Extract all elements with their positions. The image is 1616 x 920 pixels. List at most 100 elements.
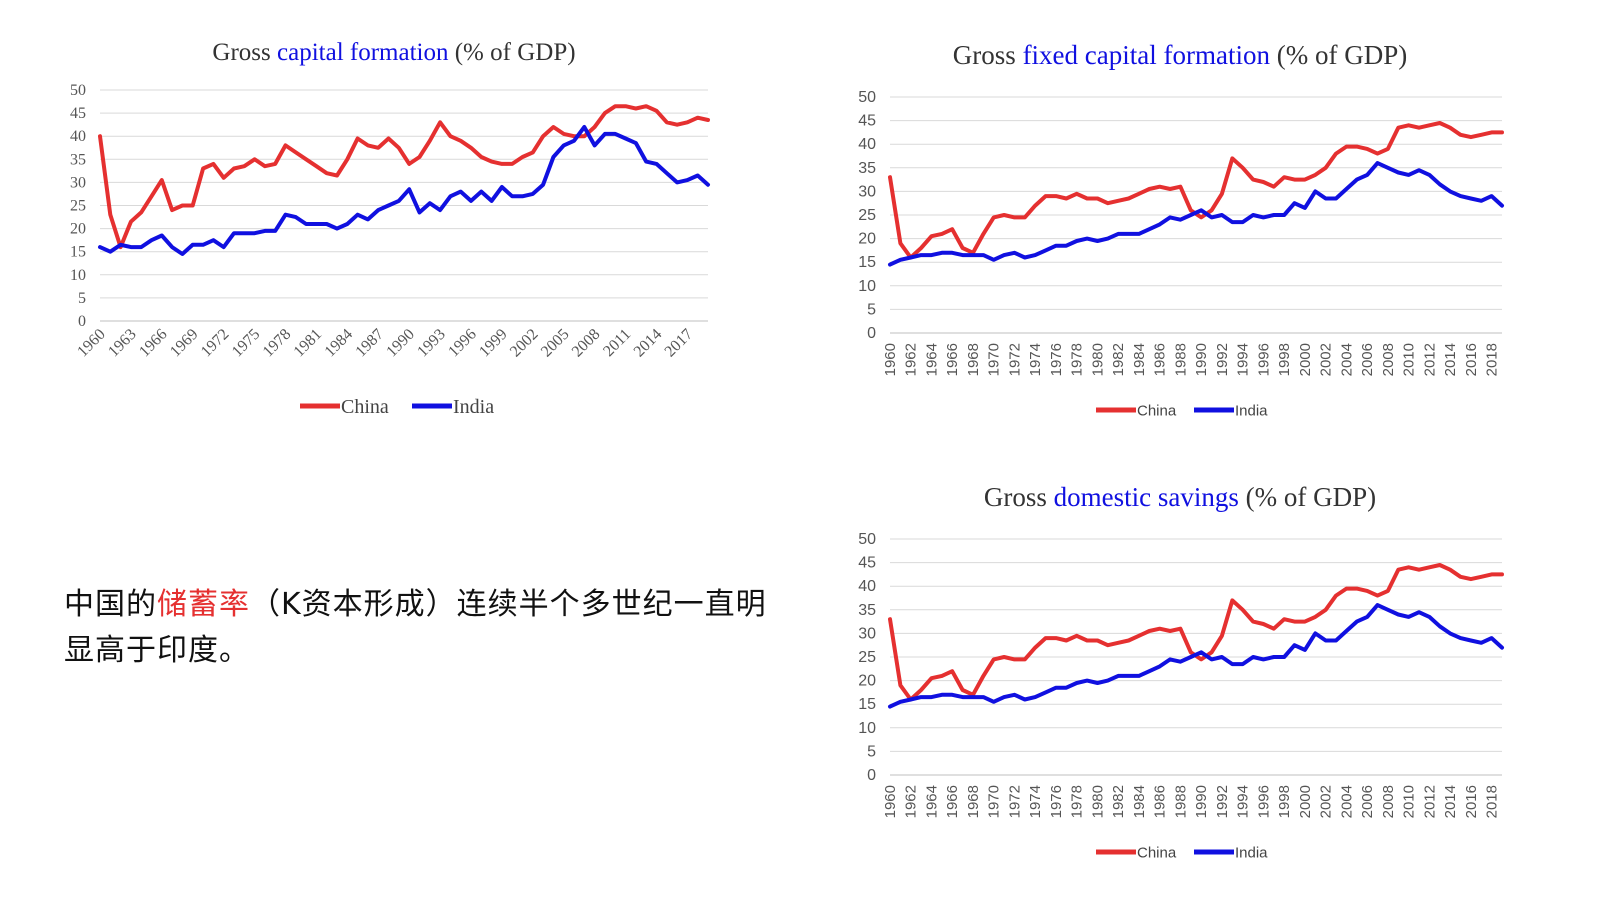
x-tick-label: 1975: [229, 326, 264, 361]
x-tick-label: 1982: [1110, 785, 1127, 818]
chart-title: Gross domestic savings (% of GDP): [984, 482, 1376, 512]
y-tick-label: 35: [858, 160, 876, 177]
y-tick-label: 50: [858, 531, 876, 548]
series-line-india: [888, 161, 1504, 267]
series-line-china: [888, 121, 1504, 260]
y-tick-label: 0: [78, 313, 86, 330]
x-tick-label: 1960: [882, 785, 899, 818]
x-tick-label: 2008: [569, 326, 604, 361]
x-tick-label: 1992: [1214, 785, 1231, 818]
chart-title-suffix: (% of GDP): [1270, 40, 1407, 70]
caption-highlight: 储蓄率: [157, 587, 250, 622]
chart-title: Gross capital formation (% of GDP): [212, 39, 575, 66]
x-tick-label: 2006: [1359, 785, 1376, 818]
y-tick-label: 10: [70, 267, 86, 284]
y-tick-label: 45: [858, 555, 876, 572]
x-tick-label: 1962: [903, 343, 920, 376]
x-tick-label: 2000: [1297, 343, 1314, 376]
x-tick-label: 2004: [1338, 343, 1355, 376]
y-tick-label: 30: [70, 174, 86, 191]
x-tick-label: 1990: [383, 326, 418, 361]
x-tick-label: 1966: [944, 343, 961, 376]
x-tick-label: 1988: [1172, 785, 1189, 818]
x-tick-label: 2004: [1338, 785, 1355, 818]
x-tick-label: 1969: [167, 326, 202, 361]
legend-label-india: India: [1235, 844, 1268, 861]
series-line-china: [98, 104, 710, 250]
x-tick-label: 1999: [476, 326, 511, 361]
x-tick-label: 1968: [965, 785, 982, 818]
legend-label-china: China: [1137, 402, 1177, 419]
y-tick-label: 40: [858, 136, 876, 153]
x-tick-label: 2002: [1318, 785, 1335, 818]
x-tick-label: 1994: [1235, 343, 1252, 376]
caption-text: 中国的储蓄率（K资本形成）连续半个多世纪一直明显高于印度。: [64, 582, 784, 674]
x-tick-label: 1978: [260, 326, 295, 361]
chart-title-highlight: fixed capital formation: [1023, 40, 1271, 70]
chart-title-suffix: (% of GDP): [1239, 482, 1376, 512]
y-tick-label: 10: [858, 278, 876, 295]
series-line-india: [888, 603, 1504, 709]
x-tick-label: 2010: [1401, 785, 1418, 818]
chart-domestic-savings: Gross domestic savings (% of GDP) 0 5 10 15 2…: [858, 482, 1504, 861]
y-tick-label: 5: [867, 743, 876, 760]
caption-before: 中国的: [64, 587, 157, 622]
x-tick-label: 2008: [1380, 343, 1397, 376]
y-tick-label: 20: [70, 221, 86, 238]
x-tick-label: 1990: [1193, 785, 1210, 818]
x-tick-label: 1972: [198, 326, 233, 361]
x-tick-label: 1964: [923, 343, 940, 376]
y-tick-label: 25: [70, 198, 86, 215]
y-tick-label: 30: [858, 625, 876, 642]
chart-title-highlight: domestic savings: [1054, 482, 1239, 512]
x-tick-label: 2002: [1318, 343, 1335, 376]
x-tick-label: 1960: [882, 343, 899, 376]
x-tick-label: 1984: [1131, 785, 1148, 818]
x-tick-label: 1980: [1089, 343, 1106, 376]
y-tick-label: 0: [867, 325, 876, 342]
x-tick-label: 2012: [1421, 785, 1438, 818]
x-tick-label: 1976: [1048, 343, 1065, 376]
x-tick-label: 1984: [1131, 343, 1148, 376]
x-tick-label: 2018: [1484, 343, 1501, 376]
x-tick-label: 1998: [1276, 785, 1293, 818]
x-tick-label: 1996: [445, 326, 480, 361]
caption-after: （K资本形成）连续半个多世纪一直明显高于印度。: [64, 587, 767, 668]
x-tick-label: 2005: [538, 326, 573, 361]
y-tick-label: 10: [858, 720, 876, 737]
x-tick-label: 1966: [944, 785, 961, 818]
x-tick-label: 2014: [1442, 343, 1459, 376]
x-tick-label: 2017: [662, 326, 697, 361]
x-tick-label: 1986: [1152, 343, 1169, 376]
y-tick-label: 15: [70, 244, 86, 261]
y-tick-label: 30: [858, 183, 876, 200]
x-tick-label: 2014: [631, 326, 666, 361]
y-tick-label: 15: [858, 254, 876, 271]
y-tick-label: 0: [867, 767, 876, 784]
legend-label-china: China: [341, 396, 389, 418]
y-tick-label: 45: [858, 113, 876, 130]
series-line-india: [98, 125, 710, 256]
x-tick-label: 2016: [1463, 343, 1480, 376]
y-tick-label: 5: [867, 301, 876, 318]
x-tick-label: 1970: [986, 343, 1003, 376]
chart-title-prefix: Gross: [953, 40, 1023, 70]
x-tick-label: 2011: [600, 326, 634, 360]
x-tick-label: 1960: [74, 326, 109, 361]
x-tick-label: 1970: [986, 785, 1003, 818]
x-tick-label: 1962: [903, 785, 920, 818]
chart-capital-formation: Gross capital formation (% of GDP) 0 5 10 15…: [70, 39, 710, 418]
x-tick-label: 1981: [291, 326, 326, 361]
x-tick-label: 1978: [1069, 343, 1086, 376]
x-tick-label: 1978: [1069, 785, 1086, 818]
x-tick-label: 1963: [105, 326, 140, 361]
x-tick-label: 2008: [1380, 785, 1397, 818]
x-tick-label: 2014: [1442, 785, 1459, 818]
x-tick-label: 2006: [1359, 343, 1376, 376]
legend-label-china: China: [1137, 844, 1177, 861]
y-tick-label: 40: [858, 578, 876, 595]
x-tick-label: 1996: [1255, 785, 1272, 818]
x-tick-label: 1984: [322, 326, 357, 361]
x-tick-label: 1972: [1006, 343, 1023, 376]
chart-title: Gross fixed capital formation (% of GDP): [953, 40, 1407, 70]
